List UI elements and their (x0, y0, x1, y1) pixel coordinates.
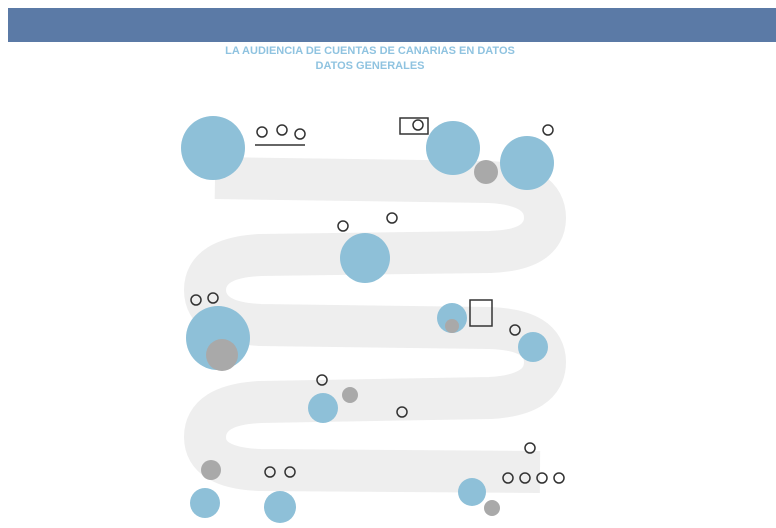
circle (458, 478, 486, 506)
circle (264, 491, 296, 523)
infographic-title: LA AUDIENCIA DE CUENTAS DE CANARIAS EN D… (225, 45, 515, 57)
slide: LA AUDIENCIA DE CUENTAS DE CANARIAS EN D… (0, 0, 776, 523)
circle (518, 332, 548, 362)
infographic-subtitle: DATOS GENERALES (316, 60, 425, 72)
circle (206, 339, 238, 371)
circle (342, 387, 358, 403)
infographic (181, 116, 564, 523)
circle (340, 233, 390, 283)
circle (445, 319, 459, 333)
circle (181, 116, 245, 180)
circle (190, 488, 220, 518)
circle (201, 460, 221, 480)
header-bar (8, 8, 776, 42)
circle (308, 393, 338, 423)
page: LA AUDIENCIA DE CUENTAS DE CANARIAS EN D… (0, 0, 776, 523)
circle (474, 160, 498, 184)
circle (426, 121, 480, 175)
circle (484, 500, 500, 516)
circle (500, 136, 554, 190)
